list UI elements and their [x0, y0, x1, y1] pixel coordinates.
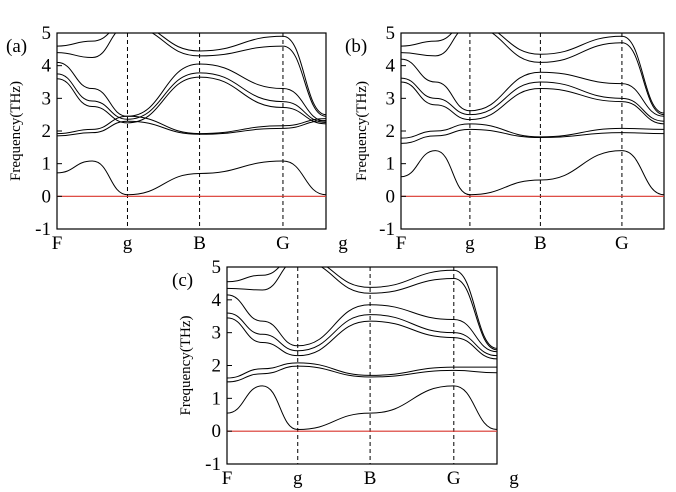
- band-line: [227, 267, 497, 351]
- band-line: [401, 81, 664, 125]
- band-line: [401, 150, 664, 196]
- x-tick-label: G: [276, 233, 290, 254]
- y-tick-label: -1: [379, 219, 395, 240]
- band-line: [57, 72, 326, 124]
- y-tick-label: 2: [42, 121, 52, 142]
- x-tick-label: B: [534, 233, 547, 254]
- y-axis-title: Frequency(THz): [178, 316, 194, 416]
- band-curves: [401, 33, 664, 196]
- y-tick-label: 3: [212, 323, 222, 344]
- band-line: [57, 33, 326, 116]
- y-tick-label: 1: [42, 154, 52, 175]
- band-line: [227, 267, 497, 349]
- band-line: [57, 33, 326, 117]
- band-line: [401, 58, 664, 117]
- band-line: [57, 120, 326, 137]
- y-tick-label: 4: [42, 56, 52, 77]
- x-tick-label: F: [52, 233, 63, 254]
- panel-label: (b): [345, 36, 367, 57]
- band-line: [227, 317, 497, 360]
- y-tick-label: 4: [386, 56, 396, 77]
- band-line: [401, 33, 664, 116]
- x-tick-label: g: [465, 233, 475, 254]
- x-tick-label: G: [447, 468, 461, 489]
- band-line: [227, 294, 497, 353]
- y-tick-label: 0: [42, 186, 52, 207]
- y-tick-label: 3: [386, 88, 396, 109]
- x-tick-label: g: [509, 468, 519, 489]
- band-curves: [227, 267, 497, 431]
- y-tick-label: -1: [35, 219, 51, 240]
- y-tick-label: -1: [205, 454, 221, 475]
- x-tick-label: g: [338, 233, 348, 254]
- y-tick-label: 1: [212, 388, 222, 409]
- y-tick-label: 1: [386, 154, 396, 175]
- panel-label: (a): [6, 36, 27, 57]
- x-tick-label: B: [364, 468, 377, 489]
- band-line: [57, 61, 326, 122]
- x-tick-label: F: [396, 233, 407, 254]
- y-tick-label: 2: [386, 121, 396, 142]
- x-tick-label: B: [193, 233, 206, 254]
- band-line: [227, 312, 497, 357]
- y-tick-label: 0: [386, 186, 396, 207]
- band-line: [227, 362, 497, 379]
- band-curves: [57, 33, 326, 196]
- y-tick-label: 5: [386, 23, 396, 44]
- band-line: [401, 77, 664, 122]
- band-line: [401, 128, 664, 144]
- x-tick-label: G: [615, 233, 629, 254]
- plot-frame: [56, 32, 327, 230]
- band-line: [401, 33, 664, 114]
- y-tick-label: 3: [42, 88, 52, 109]
- y-tick-label: 4: [212, 290, 222, 311]
- y-tick-label: 5: [42, 23, 52, 44]
- band-line: [401, 123, 664, 139]
- y-tick-label: 5: [212, 257, 222, 278]
- y-tick-label: 2: [212, 356, 222, 377]
- y-axis-title: Frequency(THz): [354, 81, 370, 181]
- panel-label: (c): [172, 270, 193, 291]
- band-line: [227, 365, 497, 383]
- plot-frame: [226, 266, 498, 465]
- x-tick-label: g: [293, 468, 303, 489]
- x-tick-label: g: [123, 233, 133, 254]
- band-line: [57, 160, 326, 196]
- y-axis-title: Frequency(THz): [8, 81, 24, 181]
- x-tick-label: F: [222, 468, 233, 489]
- band-line: [57, 76, 326, 125]
- y-tick-label: 0: [212, 421, 222, 442]
- band-line: [57, 115, 326, 135]
- band-line: [227, 385, 497, 431]
